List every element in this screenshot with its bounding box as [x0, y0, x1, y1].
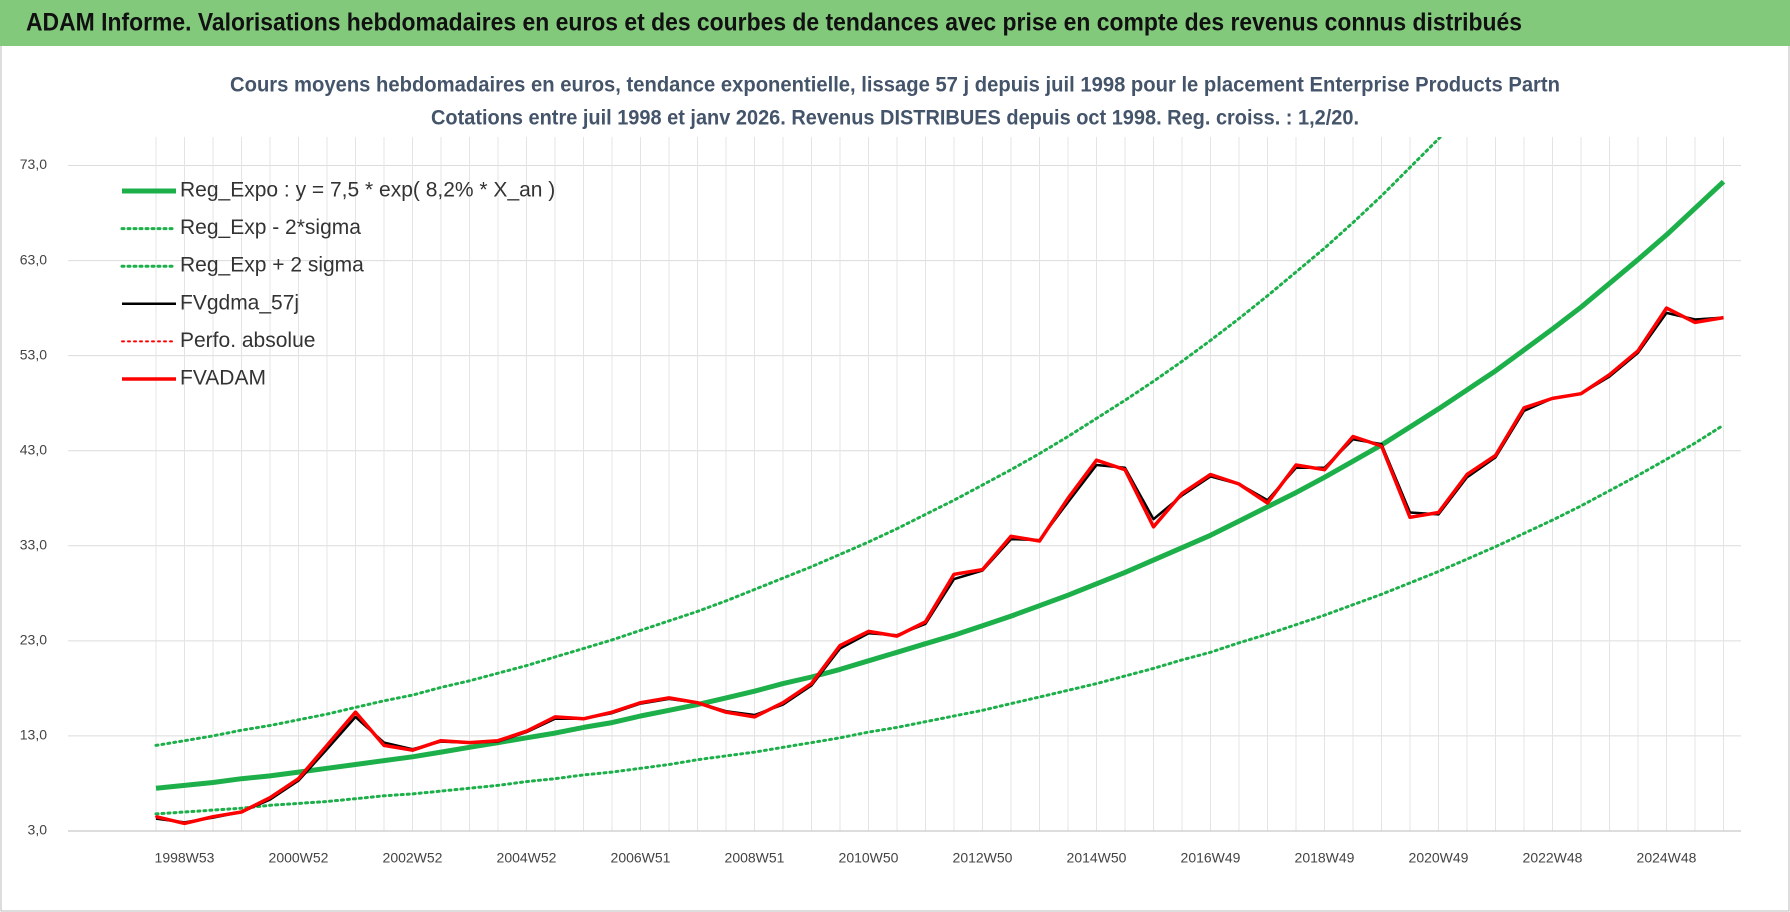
- header-title: ADAM Informe. Valorisations hebdomadaire…: [26, 9, 1522, 37]
- y-tick-label: 3,0: [28, 822, 48, 838]
- x-tick-label: 1998W53: [155, 850, 215, 866]
- y-tick-label: 63,0: [20, 251, 47, 267]
- x-tick-label: 2022W48: [1523, 850, 1583, 866]
- legend: Reg_Expo : y = 7,5 * exp( 8,2% * X_an ) R…: [120, 179, 555, 390]
- y-tick-label: 53,0: [20, 346, 47, 362]
- y-tick-label: 33,0: [20, 536, 47, 552]
- x-tick-label: 2012W50: [953, 850, 1013, 866]
- y-tick-label: 13,0: [20, 727, 47, 743]
- series-line: [155, 179, 1726, 791]
- legend-label: FVADAM: [180, 367, 266, 390]
- x-tick-label: 2006W51: [611, 850, 671, 866]
- series-line: [154, 423, 1725, 816]
- x-tick-label: 2016W49: [1181, 850, 1241, 866]
- legend-label: FVgdma_57j: [180, 291, 299, 314]
- y-tick-label: 73,0: [20, 156, 47, 172]
- plot: [154, 137, 1726, 826]
- header-bar: [0, 0, 1790, 46]
- y-tick-label: 43,0: [20, 441, 47, 457]
- series-line: [155, 306, 1724, 826]
- chart-subtitle: Cotations entre juil 1998 et janv 2026. …: [431, 107, 1359, 130]
- x-tick-label: 2020W49: [1409, 850, 1469, 866]
- x-tick-label: 2024W48: [1637, 850, 1697, 866]
- legend-label: Perfo. absolue: [180, 329, 315, 352]
- x-tick-label: 2000W52: [269, 850, 329, 866]
- legend-label: Reg_Exp + 2 sigma: [180, 254, 364, 277]
- y-tick-label: 23,0: [20, 632, 47, 648]
- x-tick-label: 2014W50: [1067, 850, 1127, 866]
- x-tick-label: 2004W52: [497, 850, 557, 866]
- legend-label: Reg_Expo : y = 7,5 * exp( 8,2% * X_an ): [180, 179, 555, 202]
- series-line: [154, 137, 1443, 747]
- x-tick-label: 2008W51: [725, 850, 785, 866]
- legend-label: Reg_Exp - 2*sigma: [180, 216, 361, 239]
- chart-title: Cours moyens hebdomadaires en euros, ten…: [230, 74, 1560, 97]
- x-tick-label: 2018W49: [1295, 850, 1355, 866]
- x-tick-label: 2010W50: [839, 850, 899, 866]
- x-tick-label: 2002W52: [383, 850, 443, 866]
